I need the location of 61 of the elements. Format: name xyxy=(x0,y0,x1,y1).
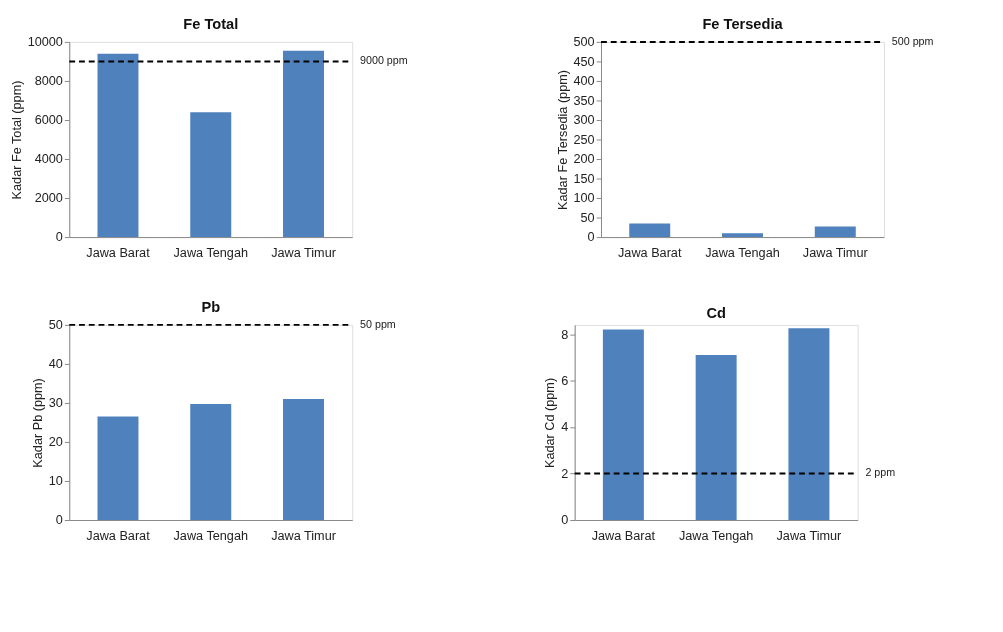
x-tick-label: Jawa Timur xyxy=(776,529,843,544)
y-tick-label: 4000 xyxy=(34,152,63,167)
y-tick-label: 2000 xyxy=(34,191,63,206)
bar xyxy=(97,416,139,521)
bar xyxy=(97,53,139,238)
x-tick-label: Jawa Timur xyxy=(271,529,337,544)
y-tick-label: 100 xyxy=(573,191,595,206)
y-tick-label: 6 xyxy=(561,374,569,389)
x-tick-label: Jawa Tengah xyxy=(173,529,248,544)
y-tick-label: 50 xyxy=(580,210,595,225)
y-axis-title: Kadar Cd (ppm) xyxy=(543,377,558,469)
y-tick-label: 8000 xyxy=(34,74,63,89)
y-axis-title: Kadar Fe Tersedia (ppm) xyxy=(555,70,570,210)
bar xyxy=(283,399,325,521)
bar xyxy=(283,50,325,238)
y-tick-label: 40 xyxy=(48,357,63,372)
y-tick-label: 30 xyxy=(48,396,63,411)
y-tick-label: 0 xyxy=(587,230,595,245)
y-tick-label: 0 xyxy=(55,230,63,245)
y-tick-label: 10 xyxy=(48,474,63,489)
ref-line-label: 50 ppm xyxy=(360,317,396,330)
y-tick-label: 450 xyxy=(573,54,595,69)
ref-line-label: 2 ppm xyxy=(865,466,896,479)
y-tick-label: 0 xyxy=(561,513,569,528)
x-tick-label: Jawa Timur xyxy=(802,246,869,261)
y-tick-label: 2 xyxy=(561,466,569,481)
x-tick-label: Jawa Timur xyxy=(271,246,337,261)
y-tick-label: 10000 xyxy=(27,35,63,50)
y-tick-label: 350 xyxy=(573,93,595,108)
y-tick-label: 200 xyxy=(573,152,595,167)
y-tick-label: 250 xyxy=(573,132,595,147)
bar xyxy=(190,112,232,238)
x-tick-label: Jawa Barat xyxy=(86,529,151,544)
y-tick-label: 150 xyxy=(573,171,595,186)
bar xyxy=(695,355,737,521)
x-tick-label: Jawa Barat xyxy=(618,246,682,261)
bar xyxy=(602,329,644,521)
y-axis-title: Kadar Fe Total (ppm) xyxy=(9,80,24,200)
chart-title: Cd xyxy=(706,305,726,322)
bar xyxy=(788,328,830,521)
y-tick-label: 300 xyxy=(573,113,595,128)
y-tick-label: 0 xyxy=(55,513,63,528)
y-tick-label: 400 xyxy=(573,74,595,89)
x-tick-label: Jawa Barat xyxy=(86,246,151,261)
x-tick-label: Jawa Barat xyxy=(591,529,656,544)
bar xyxy=(190,404,232,521)
x-tick-label: Jawa Tengah xyxy=(705,246,780,261)
chart-title: Pb xyxy=(201,299,221,316)
ref-line-label: 9000 ppm xyxy=(360,54,408,67)
y-axis-title: Kadar Pb (ppm) xyxy=(30,378,45,468)
y-tick-label: 4 xyxy=(561,420,569,435)
y-tick-label: 500 xyxy=(573,35,595,50)
x-tick-label: Jawa Tengah xyxy=(678,529,754,544)
y-tick-label: 8 xyxy=(561,327,569,342)
ref-line-label: 500 ppm xyxy=(891,34,934,47)
chart-title: Fe Total xyxy=(183,16,239,33)
y-tick-label: 50 xyxy=(48,318,63,333)
chart-title: Fe Tersedia xyxy=(702,16,784,33)
y-tick-label: 6000 xyxy=(34,113,63,128)
y-tick-label: 20 xyxy=(48,435,63,450)
x-tick-label: Jawa Tengah xyxy=(173,246,248,261)
